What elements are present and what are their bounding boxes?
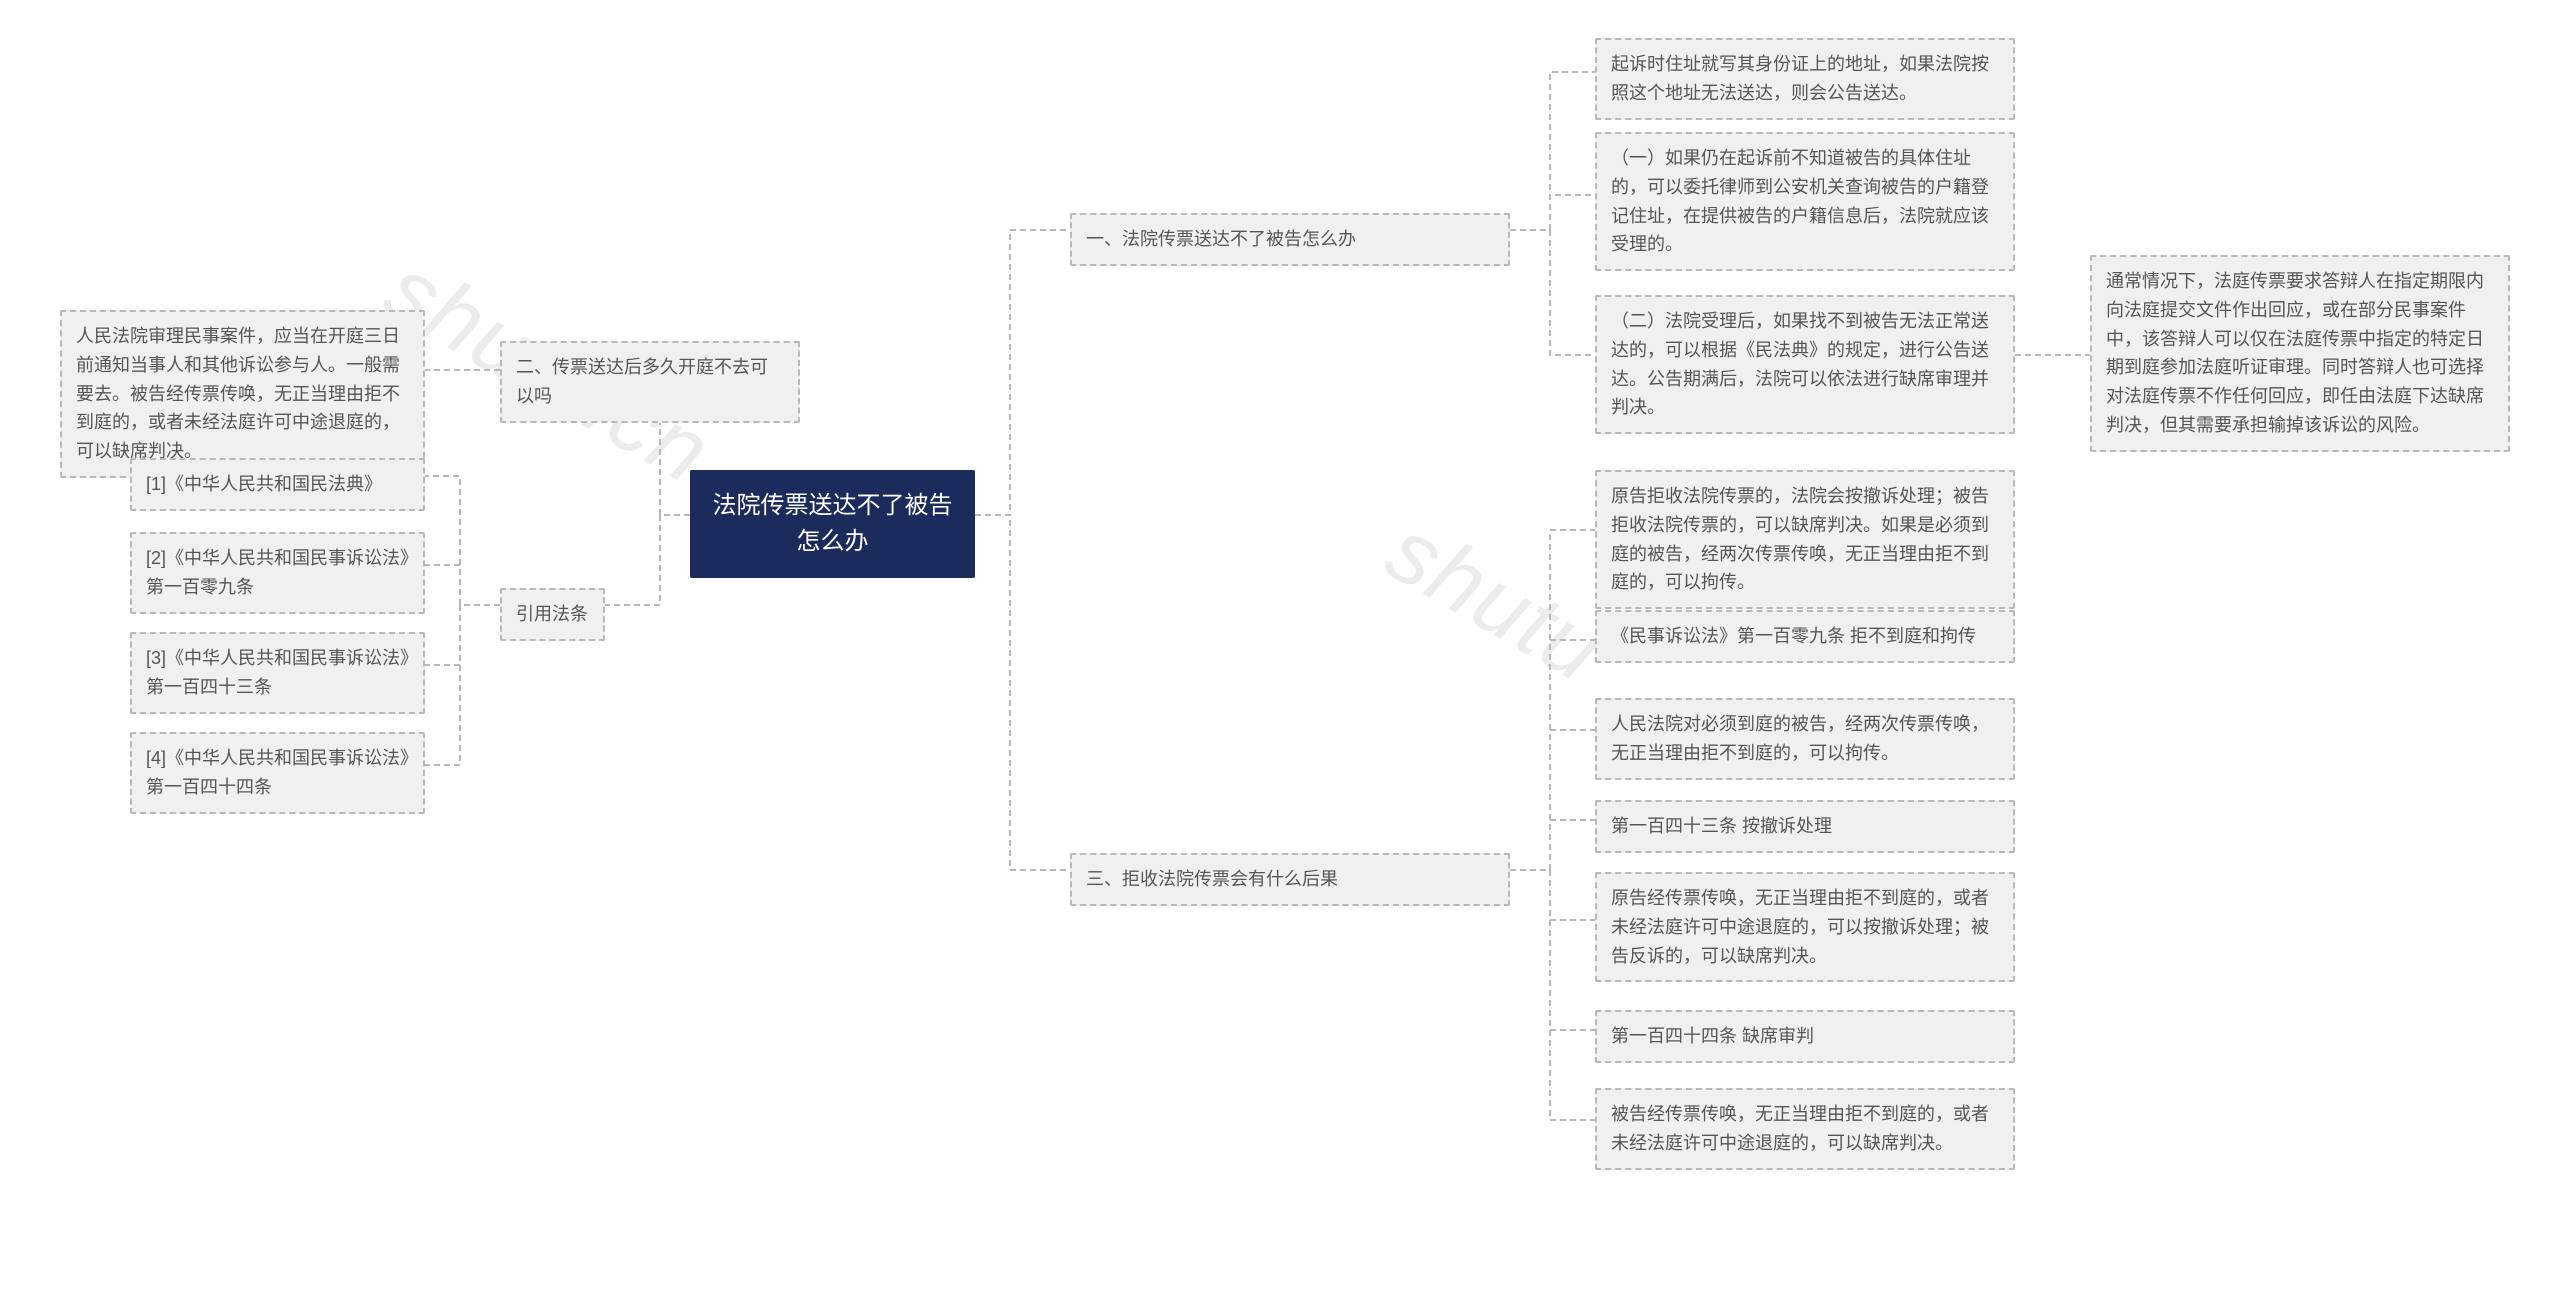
branch-ref-label: 引用法条 [516,604,588,624]
branch-2-label: 二、传票送达后多久开庭不去可以吗 [516,357,768,406]
root-node: 法院传票送达不了被告怎么办 [690,470,975,578]
branch-2: 二、传票送达后多久开庭不去可以吗 [500,341,800,423]
branch-1: 一、法院传票送达不了被告怎么办 [1070,213,1510,266]
leaf-label: [1]《中华人民共和国民法典》 [146,474,382,494]
leaf-label: 第一百四十三条 按撤诉处理 [1611,816,1832,836]
branch-3-item-6: 被告经传票传唤，无正当理由拒不到庭的，或者未经法庭许可中途退庭的，可以缺席判决。 [1595,1088,2015,1170]
branch-1-item-2-sub: 通常情况下，法庭传票要求答辩人在指定期限内向法庭提交文件作出回应，或在部分民事案… [2090,255,2510,452]
watermark-2: shutu [1370,499,1621,703]
leaf-label: 第一百四十四条 缺席审判 [1611,1026,1814,1046]
leaf-label: （一）如果仍在起诉前不知道被告的具体住址的，可以委托律师到公安机关查询被告的户籍… [1611,148,1989,254]
branch-1-item-1: （一）如果仍在起诉前不知道被告的具体住址的，可以委托律师到公安机关查询被告的户籍… [1595,132,2015,271]
root-label: 法院传票送达不了被告怎么办 [713,492,953,555]
branch-1-label: 一、法院传票送达不了被告怎么办 [1086,229,1356,249]
ref-item-0: [1]《中华人民共和国民法典》 [130,458,425,511]
leaf-label: [3]《中华人民共和国民事诉讼法》第一百四十三条 [146,648,409,697]
leaf-label: 起诉时住址就写其身份证上的地址，如果法院按照这个地址无法送达，则会公告送达。 [1611,54,1989,103]
branch-2-item-0: 人民法院审理民事案件，应当在开庭三日前通知当事人和其他诉讼参与人。一般需要去。被… [60,310,425,478]
branch-3-item-4: 原告经传票传唤，无正当理由拒不到庭的，或者未经法庭许可中途退庭的，可以按撤诉处理… [1595,872,2015,982]
leaf-label: 通常情况下，法庭传票要求答辩人在指定期限内向法庭提交文件作出回应，或在部分民事案… [2106,271,2484,435]
branch-1-item-0: 起诉时住址就写其身份证上的地址，如果法院按照这个地址无法送达，则会公告送达。 [1595,38,2015,120]
branch-3: 三、拒收法院传票会有什么后果 [1070,853,1510,906]
ref-item-2: [3]《中华人民共和国民事诉讼法》第一百四十三条 [130,632,425,714]
leaf-label: （二）法院受理后，如果找不到被告无法正常送达的，可以根据《民法典》的规定，进行公… [1611,311,1989,417]
branch-3-item-3: 第一百四十三条 按撤诉处理 [1595,800,2015,853]
ref-item-3: [4]《中华人民共和国民事诉讼法》第一百四十四条 [130,732,425,814]
branch-ref: 引用法条 [500,588,605,641]
leaf-label: 人民法院对必须到庭的被告，经两次传票传唤，无正当理由拒不到庭的，可以拘传。 [1611,714,1989,763]
leaf-label: 原告经传票传唤，无正当理由拒不到庭的，或者未经法庭许可中途退庭的，可以按撤诉处理… [1611,888,1989,966]
leaf-label: 被告经传票传唤，无正当理由拒不到庭的，或者未经法庭许可中途退庭的，可以缺席判决。 [1611,1104,1989,1153]
leaf-label: [2]《中华人民共和国民事诉讼法》第一百零九条 [146,548,409,597]
leaf-label: 人民法院审理民事案件，应当在开庭三日前通知当事人和其他诉讼参与人。一般需要去。被… [76,326,400,461]
branch-3-item-0: 原告拒收法院传票的，法院会按撤诉处理；被告拒收法院传票的，可以缺席判决。如果是必… [1595,470,2015,609]
branch-3-label: 三、拒收法院传票会有什么后果 [1086,869,1338,889]
branch-3-item-1: 《民事诉讼法》第一百零九条 拒不到庭和拘传 [1595,610,2015,663]
branch-3-item-5: 第一百四十四条 缺席审判 [1595,1010,2015,1063]
leaf-label: 《民事诉讼法》第一百零九条 拒不到庭和拘传 [1611,626,1976,646]
ref-item-1: [2]《中华人民共和国民事诉讼法》第一百零九条 [130,532,425,614]
leaf-label: [4]《中华人民共和国民事诉讼法》第一百四十四条 [146,748,409,797]
leaf-label: 原告拒收法院传票的，法院会按撤诉处理；被告拒收法院传票的，可以缺席判决。如果是必… [1611,486,1989,592]
branch-1-item-2: （二）法院受理后，如果找不到被告无法正常送达的，可以根据《民法典》的规定，进行公… [1595,295,2015,434]
branch-3-item-2: 人民法院对必须到庭的被告，经两次传票传唤，无正当理由拒不到庭的，可以拘传。 [1595,698,2015,780]
